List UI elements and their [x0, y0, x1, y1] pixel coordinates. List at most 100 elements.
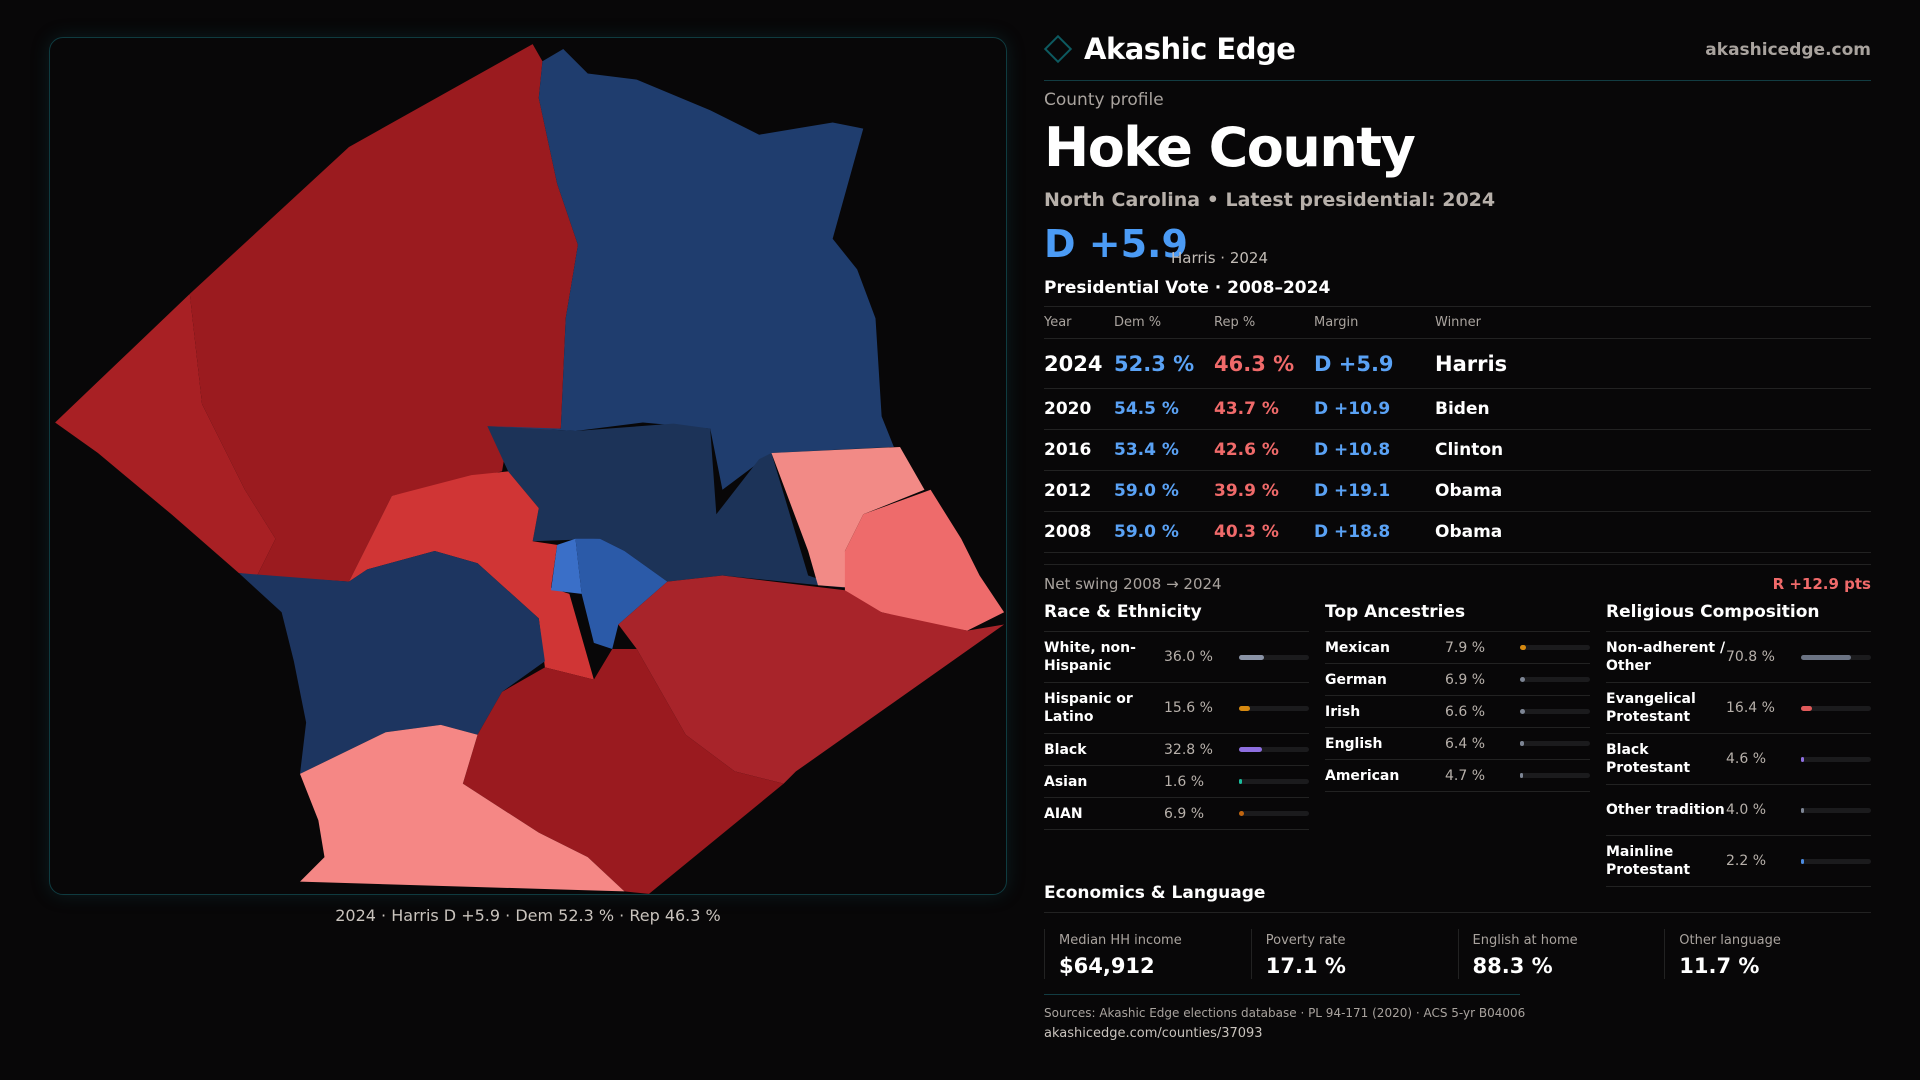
item-label: German [1325, 671, 1387, 688]
economics-cards: Median HH income $64,912 Poverty rate 17.1 … [1044, 929, 1871, 979]
margin-cell: D +10.9 [1314, 399, 1391, 419]
year-cell: 2024 [1044, 351, 1103, 376]
stat-label: Poverty rate [1265, 933, 1346, 948]
item-value: 7.9 % [1445, 639, 1486, 656]
precinct-northwest[interactable] [189, 44, 578, 582]
rep-cell: 39.9 % [1214, 481, 1279, 501]
winner-cell: Biden [1435, 399, 1490, 419]
subtitle: North Carolina • Latest presidential: 20… [1044, 189, 1496, 211]
list-item: Other tradition 4.0 % [1606, 785, 1871, 836]
item-label: Hispanic or Latino [1044, 691, 1133, 725]
presidential-table: Year Dem % Rep % Margin Winner 2024 52.3 … [1044, 306, 1871, 553]
stat-value: 88.3 % [1472, 954, 1553, 978]
county-link[interactable]: akashicedge.com/counties/37093 [1044, 1026, 1263, 1041]
map-frame [49, 37, 1007, 895]
winner-cell: Clinton [1435, 440, 1504, 460]
share-bar [1520, 645, 1590, 650]
share-bar [1520, 709, 1590, 714]
sources: Sources: Akashic Edge elections database… [1044, 1006, 1526, 1020]
economics-title: Economics & Language [1044, 883, 1871, 913]
religion-title: Religious Composition [1606, 602, 1871, 632]
table-row[interactable]: 2016 53.4 % 42.6 % D +10.8 Clinton [1044, 430, 1871, 471]
share-bar-fill [1239, 705, 1250, 711]
precinct-southwest[interactable] [238, 551, 545, 774]
table-row[interactable]: 2020 54.5 % 43.7 % D +10.9 Biden [1044, 389, 1871, 430]
item-value: 6.6 % [1445, 703, 1486, 720]
list-item: White, non-Hispanic 36.0 % [1044, 632, 1309, 683]
divider [1044, 994, 1520, 995]
item-value: 2.2 % [1726, 853, 1767, 869]
share-bar-fill [1520, 773, 1524, 778]
list-item: English 6.4 % [1325, 728, 1590, 760]
table-row[interactable]: 2008 59.0 % 40.3 % D +18.8 Obama [1044, 512, 1871, 553]
stat-value: $64,912 [1059, 954, 1155, 978]
precinct-south-pink[interactable] [300, 724, 625, 892]
share-bar-fill [1520, 645, 1526, 650]
share-bar [1520, 741, 1590, 746]
item-label: AIAN [1044, 805, 1083, 822]
precinct-south-center[interactable] [462, 648, 784, 894]
list-item: Asian 1.6 % [1044, 766, 1309, 798]
stat-card: Other language 11.7 % [1664, 929, 1871, 979]
item-label: Mainline Protestant [1606, 844, 1691, 878]
precinct-center-navy[interactable] [487, 423, 845, 588]
item-label: Asian [1044, 773, 1088, 790]
item-label: Evangelical Protestant [1606, 691, 1696, 725]
list-item: Non-adherent / Other 70.8 % [1606, 632, 1871, 683]
share-bar [1239, 705, 1309, 711]
col-rep: Rep % [1214, 315, 1256, 330]
share-bar [1520, 677, 1590, 682]
diamond-logo-icon [1043, 34, 1073, 64]
latest-margin: D +5.9 [1044, 222, 1188, 266]
precinct-center-red[interactable] [348, 471, 594, 680]
item-value: 4.7 % [1445, 767, 1486, 784]
stat-card: English at home 88.3 % [1457, 929, 1665, 979]
list-item: Mexican 7.9 % [1325, 632, 1590, 664]
share-bar-fill [1239, 747, 1262, 752]
brand[interactable]: Akashic Edge [1043, 32, 1296, 66]
item-label: Non-adherent / Other [1606, 640, 1726, 674]
year-cell: 2008 [1044, 522, 1092, 542]
share-bar-fill [1520, 709, 1525, 714]
list-item: American 4.7 % [1325, 760, 1590, 792]
table-row[interactable]: 2012 59.0 % 39.9 % D +19.1 Obama [1044, 471, 1871, 512]
precinct-town-blue[interactable] [575, 538, 668, 649]
share-bar-fill [1239, 654, 1265, 660]
presidential-title: Presidential Vote · 2008–2024 [1044, 278, 1331, 298]
list-item: Black 32.8 % [1044, 734, 1309, 766]
dem-cell: 59.0 % [1114, 481, 1179, 501]
winner-cell: Obama [1435, 481, 1503, 501]
share-bar [1801, 807, 1871, 813]
item-value: 70.8 % [1726, 649, 1775, 665]
precinct-east-salmon[interactable] [844, 489, 1005, 631]
stat-label: Median HH income [1059, 933, 1182, 948]
precinct-southeast[interactable] [618, 575, 1005, 784]
item-value: 4.6 % [1726, 751, 1767, 767]
list-item: Irish 6.6 % [1325, 696, 1590, 728]
share-bar [1239, 654, 1309, 660]
site-link[interactable]: akashicedge.com [1705, 40, 1871, 60]
table-row[interactable]: 2024 52.3 % 46.3 % D +5.9 Harris [1044, 339, 1871, 389]
item-value: 6.9 % [1445, 671, 1486, 688]
share-bar-fill [1801, 756, 1805, 762]
stat-value: 17.1 % [1265, 954, 1346, 978]
kicker: County profile [1044, 90, 1164, 110]
share-bar [1520, 773, 1590, 778]
item-label: Irish [1325, 703, 1361, 720]
brand-name: Akashic Edge [1084, 32, 1296, 66]
precinct-east-pink[interactable] [771, 446, 925, 588]
rep-cell: 42.6 % [1214, 440, 1279, 460]
stat-card: Poverty rate 17.1 % [1250, 929, 1458, 979]
precinct-town-bright[interactable] [551, 538, 582, 594]
stat-card: Median HH income $64,912 [1044, 929, 1251, 979]
race-section: Race & Ethnicity White, non-Hispanic 36.0 … [1044, 602, 1309, 887]
item-label: White, non-Hispanic [1044, 640, 1136, 674]
margin-cell: D +19.1 [1314, 481, 1391, 501]
share-bar [1801, 858, 1871, 864]
year-cell: 2020 [1044, 399, 1092, 419]
precinct-north[interactable] [487, 48, 894, 490]
share-bar [1801, 654, 1871, 660]
precinct-west[interactable] [55, 293, 276, 576]
share-bar-fill [1801, 858, 1804, 864]
swing-label: Net swing 2008 → 2024 [1044, 575, 1222, 593]
